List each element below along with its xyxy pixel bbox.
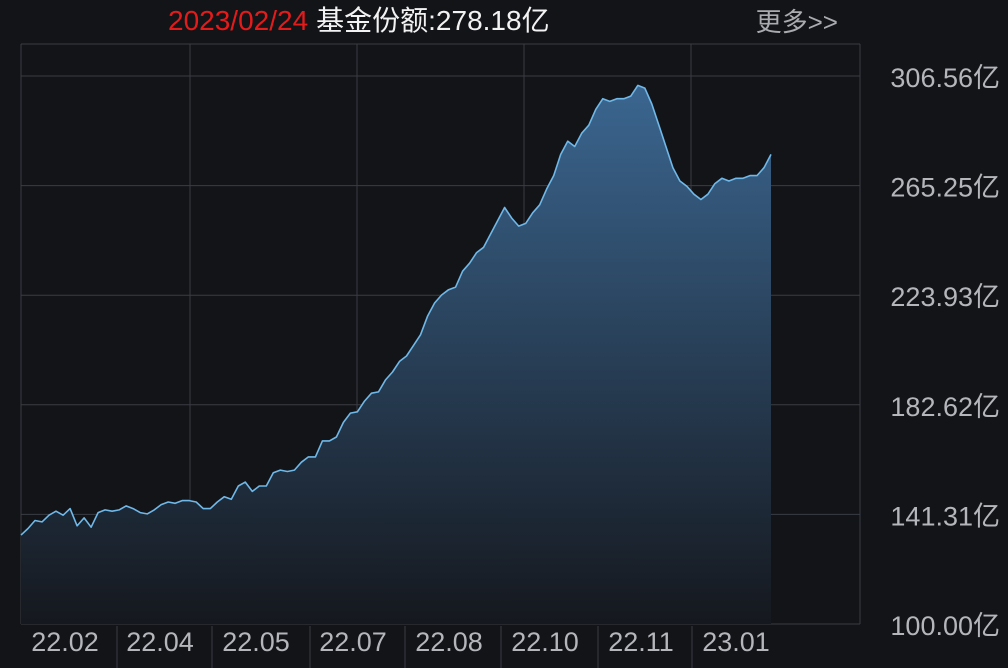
y-tick-label: 141.31亿: [890, 501, 1000, 531]
y-axis: 306.56亿 265.25亿 223.93亿 182.62亿 141.31亿 100.0…: [890, 63, 1000, 641]
y-tick-label: 100.00亿: [890, 611, 1000, 641]
header-value: 278.18亿: [435, 5, 550, 36]
area-layer: [20, 84, 772, 624]
y-tick-label: 182.62亿: [890, 392, 1000, 422]
chart-header: 2023/02/24 基金份额:278.18亿 更多>>: [0, 0, 1008, 42]
y-tick-label: 306.56亿: [890, 63, 1000, 93]
x-tick-label: 22.08: [415, 627, 483, 657]
header-readout: 2023/02/24 基金份额:278.18亿: [168, 4, 550, 38]
x-tick-label: 22.10: [511, 627, 579, 657]
series-line: [20, 84, 772, 536]
more-link[interactable]: 更多>>: [755, 7, 838, 37]
x-tick-label: 22.05: [222, 627, 290, 657]
series-area: [21, 85, 771, 624]
x-tick-label: 22.04: [126, 627, 194, 657]
x-tick-label: 22.11: [608, 627, 674, 657]
y-tick-label: 223.93亿: [890, 282, 1000, 312]
y-tick-label: 265.25亿: [890, 173, 1000, 203]
header-date: 2023/02/24: [168, 5, 309, 36]
x-axis: 22.02 22.04 22.05 22.07 22.08 22.10 22.11 23.01: [31, 626, 770, 668]
header-label: 基金份额:: [316, 5, 436, 36]
x-tick-label: 22.02: [31, 627, 99, 657]
x-tick-label: 23.01: [702, 627, 770, 657]
x-tick-label: 22.07: [319, 627, 387, 657]
